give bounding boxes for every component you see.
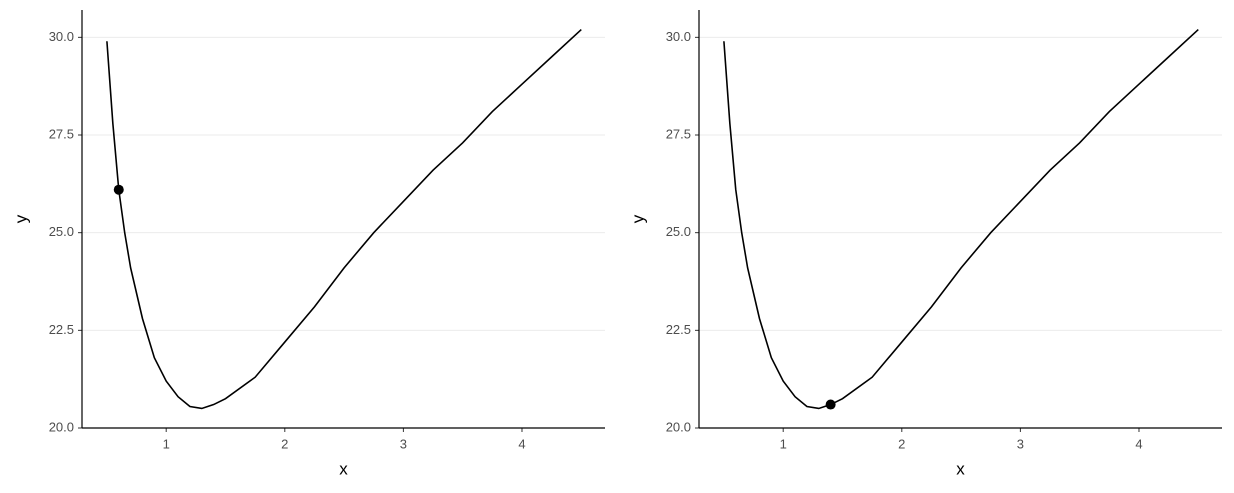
y-tick-label: 20.0	[666, 419, 691, 434]
x-tick-label: 4	[518, 436, 525, 451]
x-tick-label: 1	[780, 436, 787, 451]
y-tick-label: 30.0	[49, 29, 74, 44]
y-tick-label: 22.5	[49, 322, 74, 337]
y-axis-title: y	[11, 214, 30, 223]
line	[723, 28, 1199, 410]
highlight-point	[825, 399, 836, 410]
y-tick-label: 22.5	[666, 322, 691, 337]
x-tick-label: 1	[163, 436, 170, 451]
x-tick-label: 2	[281, 436, 288, 451]
x-axis-title: x	[339, 459, 348, 478]
y-tick-label: 20.0	[49, 419, 74, 434]
x-tick-label: 3	[400, 436, 407, 451]
y-axis-title: y	[628, 214, 647, 223]
x-tick-label: 4	[1135, 436, 1142, 451]
x-axis-title: x	[956, 459, 965, 478]
x-tick-label: 2	[898, 436, 905, 451]
y-tick-label: 25.0	[666, 224, 691, 239]
highlight-point	[113, 184, 124, 195]
y-tick-label: 27.5	[49, 126, 74, 141]
line	[106, 28, 582, 410]
y-tick-label: 30.0	[666, 29, 691, 44]
x-tick-label: 3	[1017, 436, 1024, 451]
y-tick-label: 25.0	[49, 224, 74, 239]
y-tick-label: 27.5	[666, 126, 691, 141]
